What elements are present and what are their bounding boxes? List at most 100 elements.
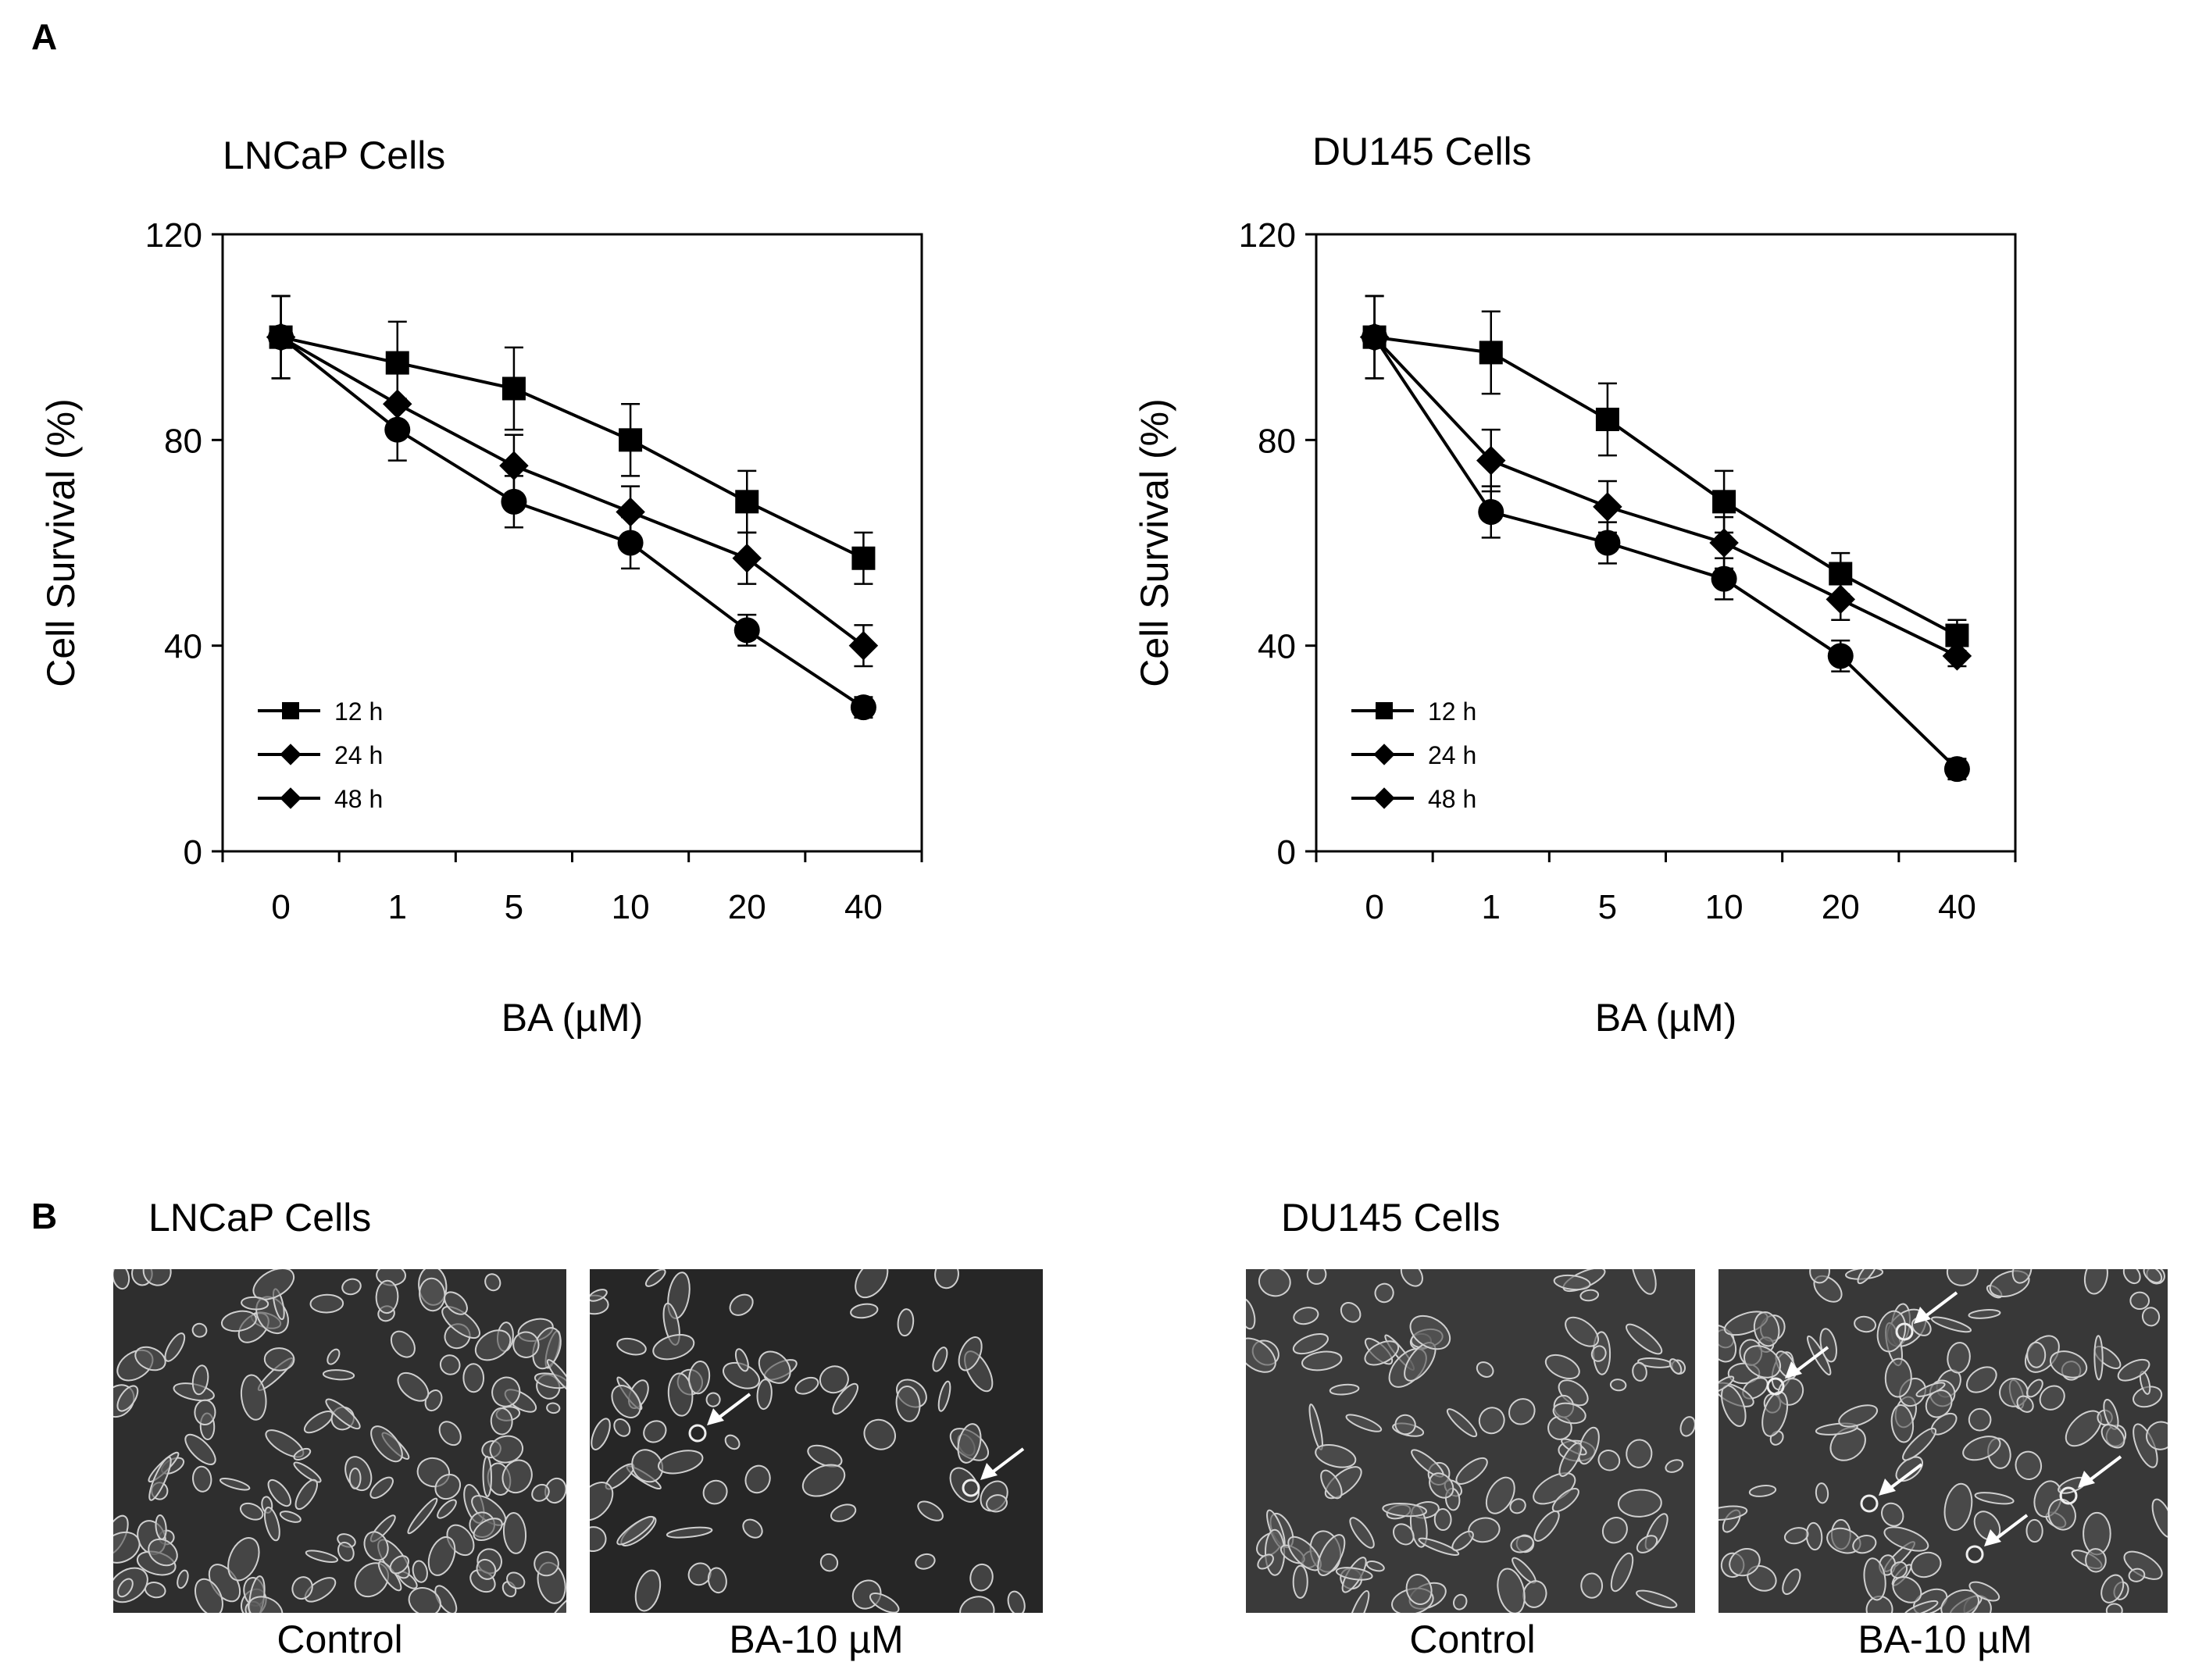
- cell-shape: [191, 1322, 208, 1338]
- data-point-circle: [617, 530, 644, 556]
- cell-shape: [534, 1551, 559, 1577]
- cell-shape: [1930, 1316, 1972, 1333]
- series-1: [1359, 294, 1972, 671]
- cell-shape: [1345, 1414, 1383, 1432]
- cell-shape: [341, 1278, 362, 1296]
- cell-shape: [116, 1385, 139, 1412]
- cell-shape: [1382, 1502, 1428, 1518]
- y-tick-label: 0: [184, 833, 202, 872]
- cell-shape: [613, 1418, 631, 1437]
- cell-shape: [191, 1364, 209, 1396]
- cell-shape: [969, 1563, 994, 1592]
- cell-shape: [2016, 1395, 2034, 1413]
- y-tick-label: 120: [1239, 216, 1296, 255]
- cell-shape: [1597, 1450, 1621, 1471]
- cell-shape: [304, 1577, 337, 1603]
- chart-du145: 0 40 80 120 0 1 5 10 20 40 BA (µM) Cell Survival (%…: [1133, 216, 2017, 1039]
- cell-shape: [419, 1277, 446, 1312]
- cell-shape: [227, 1537, 260, 1582]
- cell-shape: [895, 1386, 921, 1422]
- cell-shape: [1558, 1442, 1583, 1477]
- cell-shape: [293, 1461, 322, 1483]
- cell-shape: [1782, 1568, 1801, 1596]
- rounded-cell: [1766, 1377, 1785, 1396]
- cell-shape: [484, 1273, 501, 1292]
- cell-shape: [652, 1334, 695, 1361]
- cell-shape: [1601, 1517, 1628, 1544]
- cell-shape: [239, 1502, 264, 1521]
- legend-label: 48 h: [1428, 785, 1476, 813]
- x-tick-label: 5: [505, 888, 523, 926]
- data-point-circle: [1362, 324, 1388, 351]
- micrograph-lncap-ba10: [590, 1269, 1043, 1613]
- cell-shape: [1943, 1482, 1973, 1532]
- cell-shape: [267, 1478, 292, 1507]
- micrograph-du145-control: [1246, 1269, 1695, 1613]
- photo-title-du145: DU145 Cells: [1281, 1196, 1501, 1239]
- cell-shape: [2083, 1269, 2108, 1295]
- micrograph-du145-ba10: [1719, 1269, 2168, 1613]
- cell-shape: [1246, 1297, 1256, 1330]
- cell-shape: [1626, 1439, 1653, 1468]
- cell-shape: [2085, 1548, 2107, 1573]
- cell-shape: [1301, 1350, 1343, 1371]
- x-axis-label: BA (µM): [1595, 996, 1737, 1039]
- x-tick-label: 5: [1598, 888, 1617, 926]
- series-line: [1374, 335, 1958, 637]
- cell-shape: [1910, 1551, 1942, 1578]
- cell-shape: [390, 1330, 416, 1358]
- cell-shape: [248, 1596, 284, 1613]
- cell-shape: [801, 1464, 846, 1497]
- cell-shape: [591, 1418, 611, 1450]
- cell-shape: [1962, 1436, 2001, 1461]
- cell-shape: [1852, 1534, 1877, 1554]
- cell-shape: [1631, 1269, 1657, 1295]
- cell-shape: [1809, 1269, 1830, 1284]
- cell-shape: [309, 1293, 344, 1314]
- data-point-square: [1479, 341, 1503, 365]
- cell-shape: [2100, 1574, 2125, 1603]
- cell-shape: [148, 1538, 178, 1567]
- cell-shape: [1876, 1310, 1907, 1353]
- cell-shape: [1308, 1404, 1323, 1450]
- cell-shape: [1946, 1269, 1979, 1286]
- data-point-square: [501, 376, 526, 401]
- arrow-line: [1885, 1463, 1923, 1493]
- cell-shape: [2151, 1498, 2168, 1539]
- cell-shape: [2093, 1335, 2104, 1381]
- cell-shape: [590, 1289, 608, 1302]
- data-point-circle: [1827, 643, 1854, 669]
- cell-shape: [546, 1402, 561, 1414]
- cell-shape: [1347, 1589, 1370, 1613]
- cell-shape: [832, 1382, 858, 1415]
- cell-shape: [1965, 1366, 1997, 1393]
- cell-shape: [473, 1518, 503, 1542]
- cell-shape: [1533, 1510, 1560, 1542]
- cell-shape: [1890, 1561, 1908, 1579]
- cell-shape: [1315, 1443, 1357, 1468]
- cell-shape: [869, 1593, 900, 1613]
- y-tick-label: 80: [1258, 422, 1296, 460]
- data-point-square: [282, 702, 299, 719]
- data-point-square: [851, 546, 876, 570]
- cell-shape: [729, 1293, 754, 1316]
- cell-shape: [1293, 1307, 1319, 1325]
- cell-shape: [407, 1497, 438, 1535]
- cell-shape: [1632, 1361, 1647, 1382]
- y-axis-label: Cell Survival (%): [39, 398, 83, 687]
- cell-shape: [1947, 1342, 1971, 1374]
- cell-shape: [370, 1425, 403, 1463]
- cell-shape: [444, 1291, 468, 1315]
- cell-shape: [1485, 1476, 1515, 1514]
- legend: 12 h 24 h 48 h: [1351, 697, 1476, 813]
- cell-shape: [1552, 1402, 1586, 1425]
- cell-shape: [1590, 1345, 1607, 1362]
- cell-shape: [1257, 1553, 1274, 1570]
- cell-shape: [611, 1385, 641, 1418]
- cell-shape: [240, 1374, 267, 1421]
- arrow-line: [1920, 1291, 1958, 1321]
- series-line: [280, 336, 865, 709]
- cell-shape: [958, 1336, 983, 1371]
- cell-shape: [263, 1347, 295, 1371]
- series-0: [1362, 294, 1969, 652]
